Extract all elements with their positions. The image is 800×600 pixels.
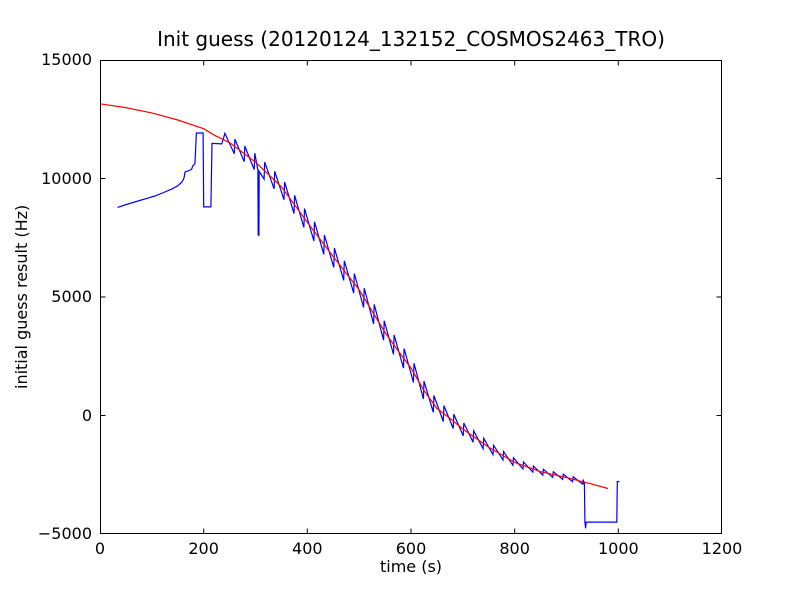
- y-tick-label: −5000: [37, 524, 92, 543]
- x-tick-label: 600: [395, 539, 427, 558]
- axis-ticks: [100, 60, 722, 534]
- x-axis-label: time (s): [379, 557, 443, 576]
- fit-curve-line: [100, 103, 609, 490]
- x-tick-label: 0: [94, 539, 106, 558]
- x-tick-label: 800: [499, 539, 530, 558]
- axes-spines: [100, 60, 722, 534]
- x-tick-label: 400: [292, 539, 323, 558]
- plot-area: [100, 60, 722, 534]
- y-tick-label: 15000: [41, 50, 92, 69]
- x-tick-label: 1000: [597, 539, 639, 558]
- y-tick-label: 10000: [41, 168, 92, 188]
- y-tick-label: 0: [81, 405, 92, 425]
- x-tick-label: 200: [188, 539, 219, 558]
- x-tick-label: 1200: [701, 539, 743, 558]
- plot-title: Init guess (20120124_132152_COSMOS2463_T…: [157, 27, 665, 51]
- initial-guess-line: [117, 131, 620, 529]
- y-tick-label: 5000: [51, 287, 92, 306]
